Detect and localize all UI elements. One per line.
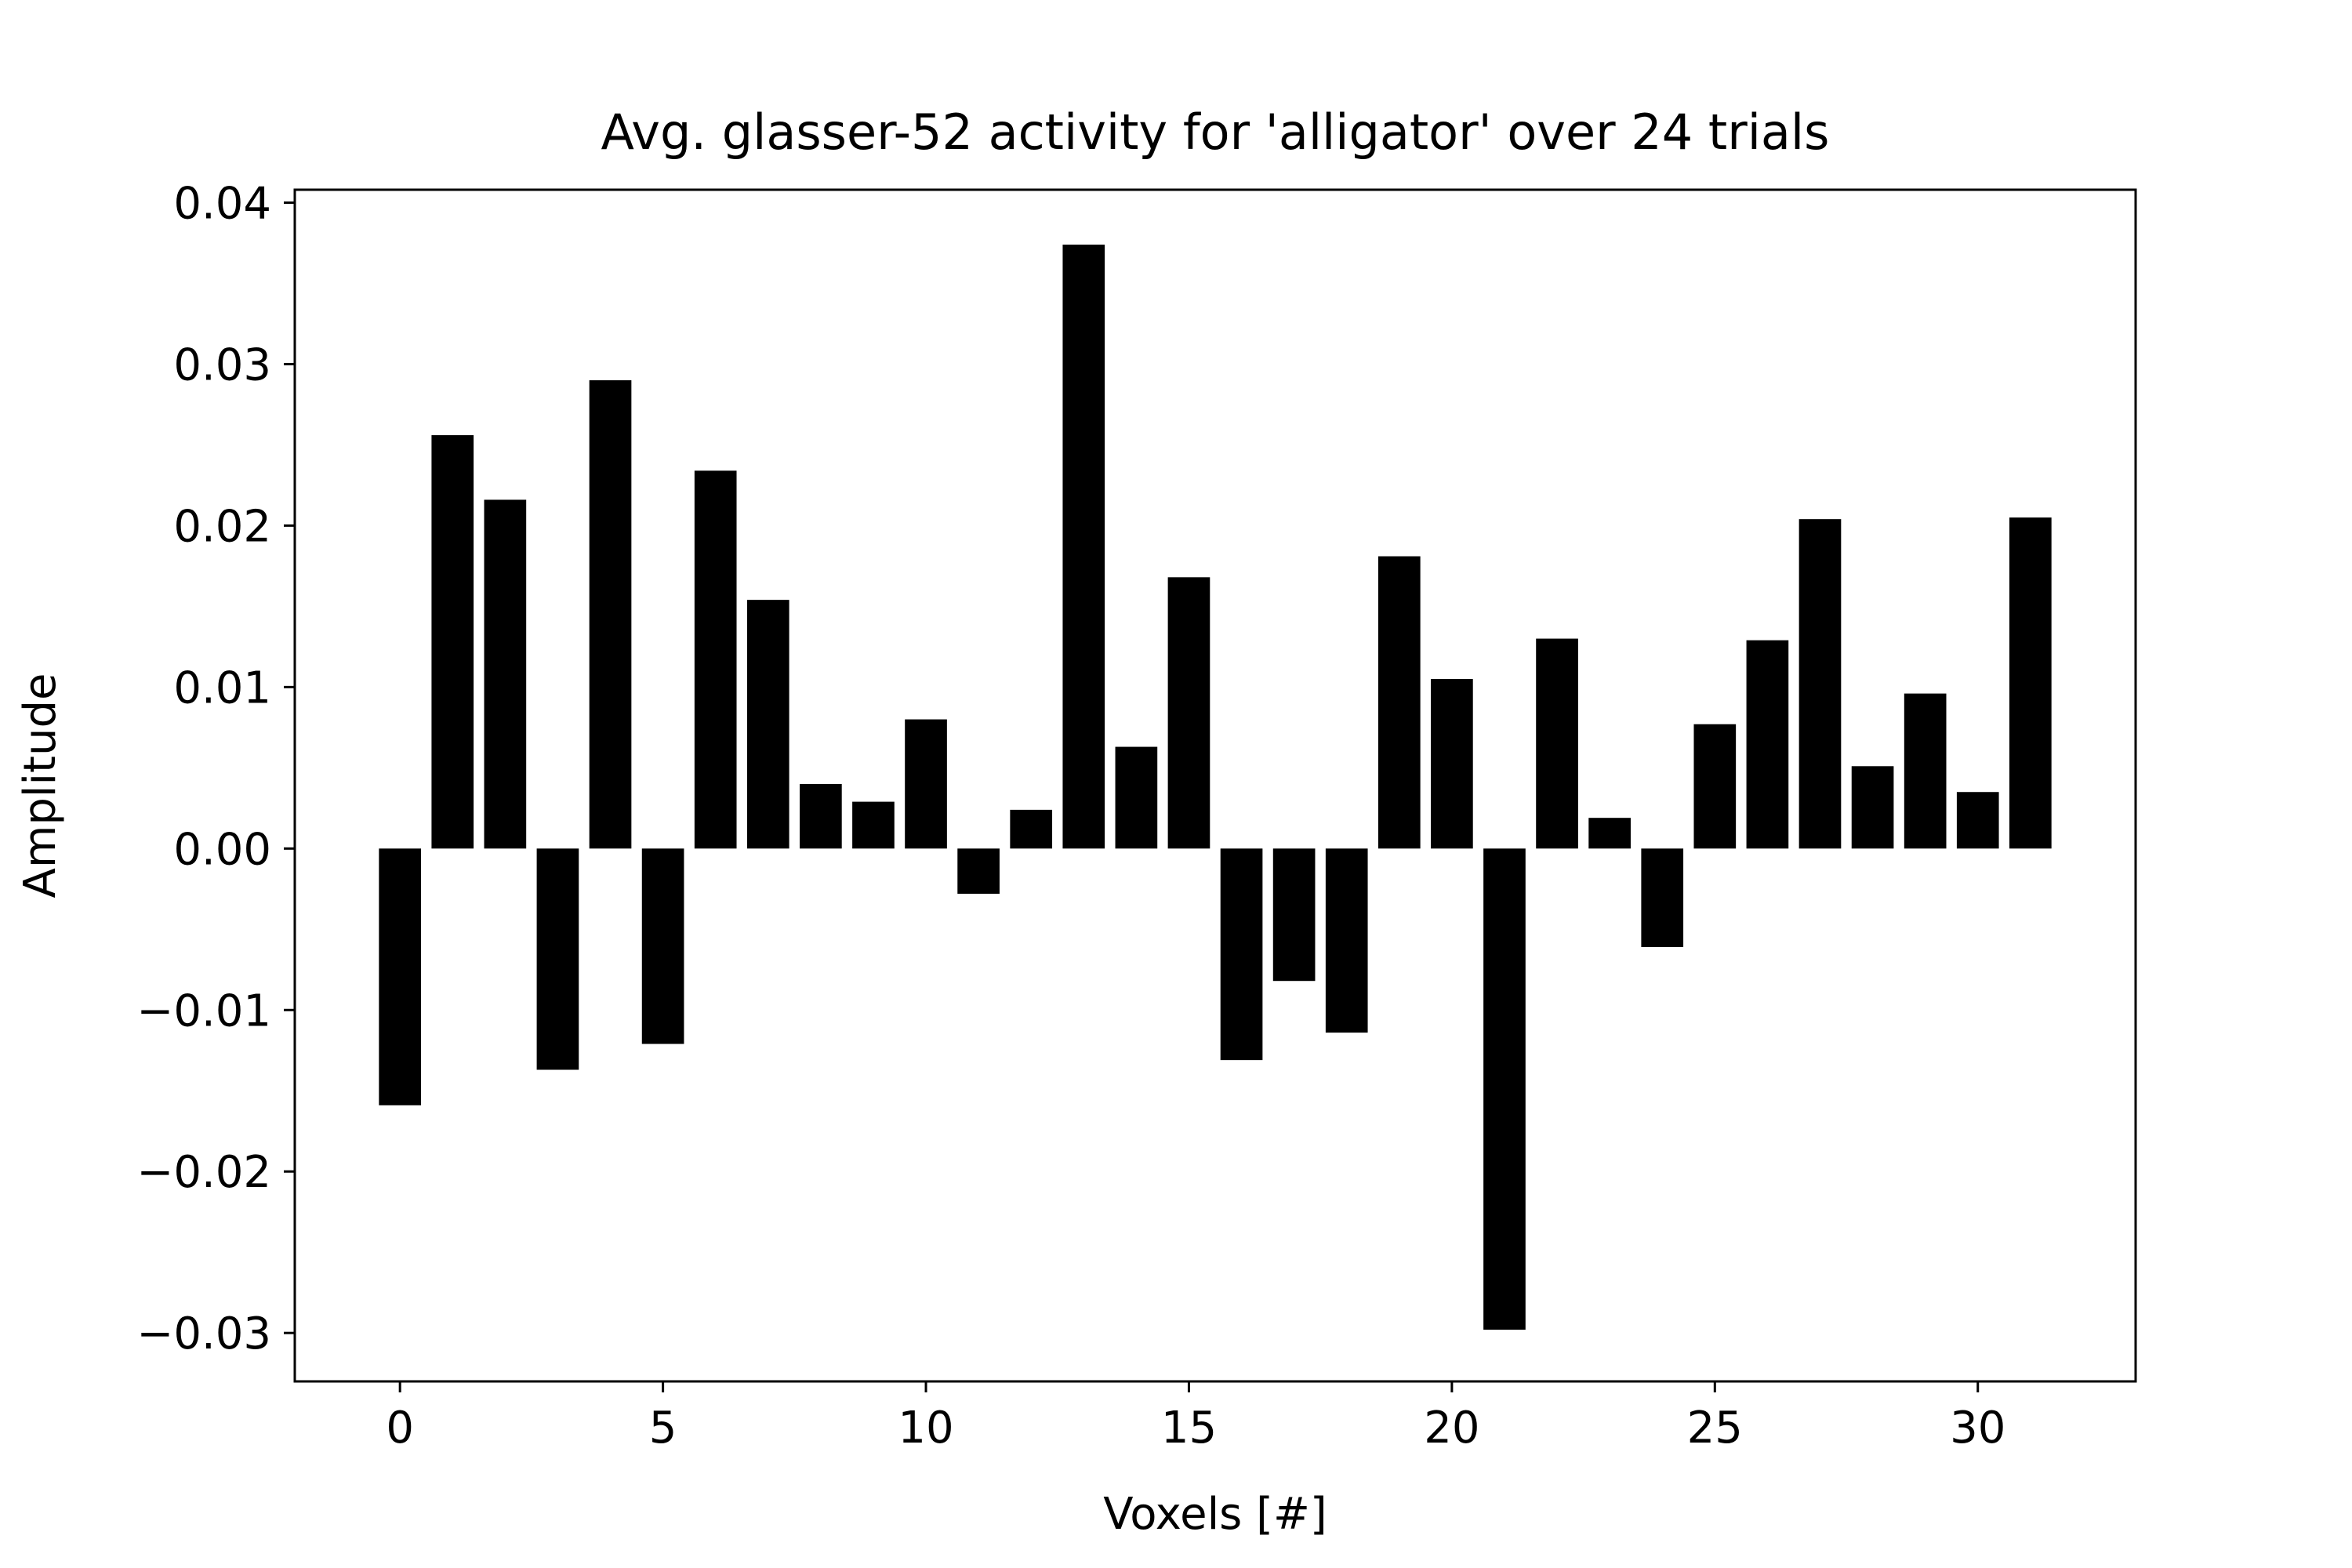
bar-voxel-27 (1798, 519, 1842, 849)
bar-voxel-14 (1115, 746, 1158, 849)
y-tick-label: 0.04 (173, 178, 271, 229)
bar-voxel-25 (1693, 724, 1737, 849)
bar-voxel-16 (1220, 848, 1263, 1061)
bar-voxel-4 (589, 380, 632, 849)
x-tick-label: 15 (1161, 1403, 1217, 1454)
y-tick-label: 0.00 (173, 824, 271, 875)
x-tick-label: 10 (898, 1403, 953, 1454)
bar-voxel-7 (746, 600, 789, 849)
x-tick-label: 5 (649, 1403, 677, 1454)
y-tick-label: 0.01 (173, 662, 271, 713)
chart-title: Avg. glasser-52 activity for 'alligator'… (601, 103, 1830, 161)
bar-voxel-13 (1062, 245, 1105, 849)
x-tick-label: 25 (1687, 1403, 1743, 1454)
bar-voxel-12 (1010, 809, 1053, 849)
bar-voxel-28 (1851, 766, 1894, 849)
bar-voxel-26 (1746, 640, 1789, 849)
bar-voxel-29 (1904, 693, 1947, 849)
y-axis-label: Amplitude (15, 673, 66, 898)
bar-voxel-19 (1377, 556, 1421, 849)
x-tick-label: 0 (386, 1403, 414, 1454)
y-tick-label: 0.02 (173, 501, 271, 552)
bar-voxel-0 (379, 848, 422, 1105)
bar-voxel-2 (484, 499, 527, 849)
x-tick-label: 20 (1424, 1403, 1479, 1454)
bar-voxel-1 (431, 435, 474, 849)
x-axis-label: Voxels [#] (1103, 1489, 1327, 1540)
bar-voxel-20 (1431, 679, 1473, 849)
bar-voxel-30 (1956, 792, 1999, 849)
plot-frame (293, 188, 2137, 1383)
bar-voxel-18 (1325, 848, 1368, 1033)
bar-voxel-3 (536, 848, 579, 1070)
bar-voxel-10 (905, 719, 947, 849)
x-axis: 0 5 10 15 20 25 30 (386, 1381, 2005, 1454)
x-tick-label: 30 (1950, 1403, 2005, 1454)
bar-voxel-22 (1536, 638, 1578, 849)
y-tick-label: −0.01 (136, 985, 271, 1036)
y-tick-label: −0.02 (136, 1147, 271, 1198)
y-tick-label: −0.03 (136, 1308, 271, 1359)
bar-voxel-9 (852, 801, 895, 849)
bar-voxel-8 (800, 783, 842, 849)
bar-voxel-24 (1641, 848, 1684, 947)
y-axis: −0.03 −0.02 −0.01 0.00 0.01 0.02 0.03 0.04 (136, 178, 295, 1359)
bar-voxel-5 (641, 848, 684, 1044)
bar-voxel-23 (1588, 818, 1631, 849)
bar-voxel-11 (957, 848, 1000, 894)
bar-voxel-6 (694, 470, 737, 849)
bar-voxel-21 (1483, 848, 1526, 1330)
bars-layer (379, 245, 2052, 1330)
bar-voxel-17 (1272, 848, 1316, 982)
bar-voxel-31 (2009, 517, 2052, 849)
bar-voxel-15 (1167, 577, 1210, 849)
y-tick-label: 0.03 (173, 339, 271, 390)
